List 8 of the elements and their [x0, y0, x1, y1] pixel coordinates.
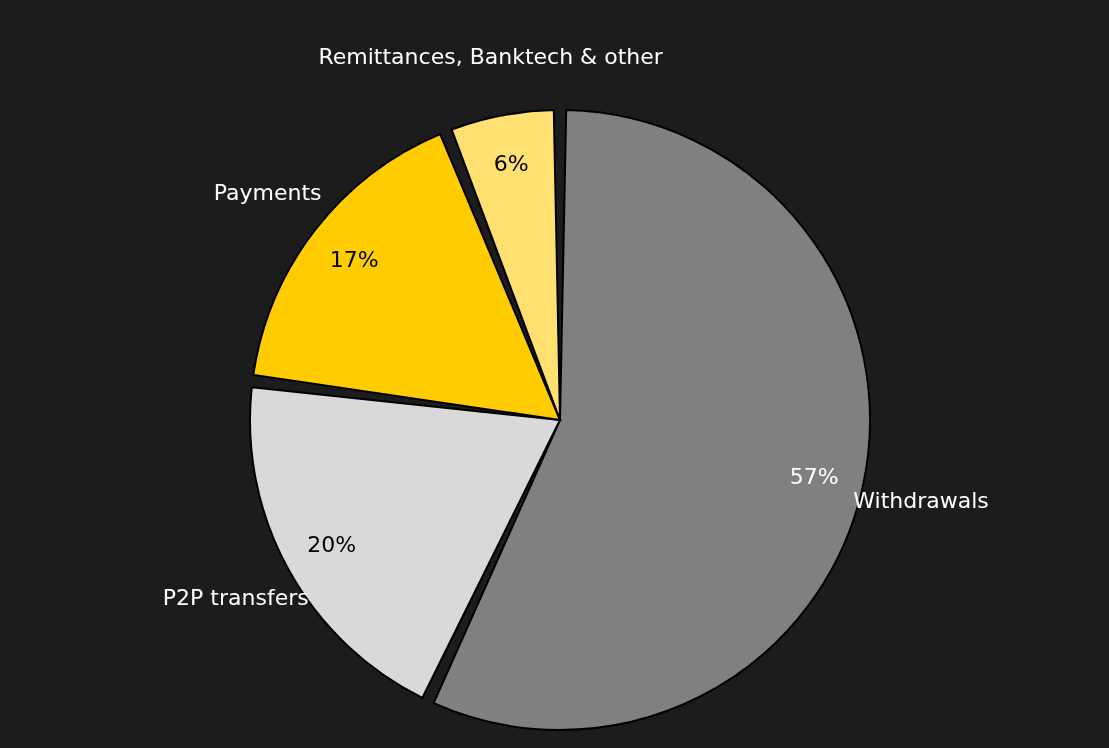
data-label: 17%: [329, 247, 379, 273]
data-label: 20%: [307, 532, 357, 558]
slice-label: Withdrawals: [853, 487, 989, 513]
slice-label: P2P transfers: [162, 585, 309, 611]
data-label: 6%: [493, 151, 529, 177]
data-label: 57%: [789, 463, 839, 489]
slice-label: Remittances, Banktech & other: [318, 43, 664, 69]
slice-label: Payments: [213, 180, 322, 206]
